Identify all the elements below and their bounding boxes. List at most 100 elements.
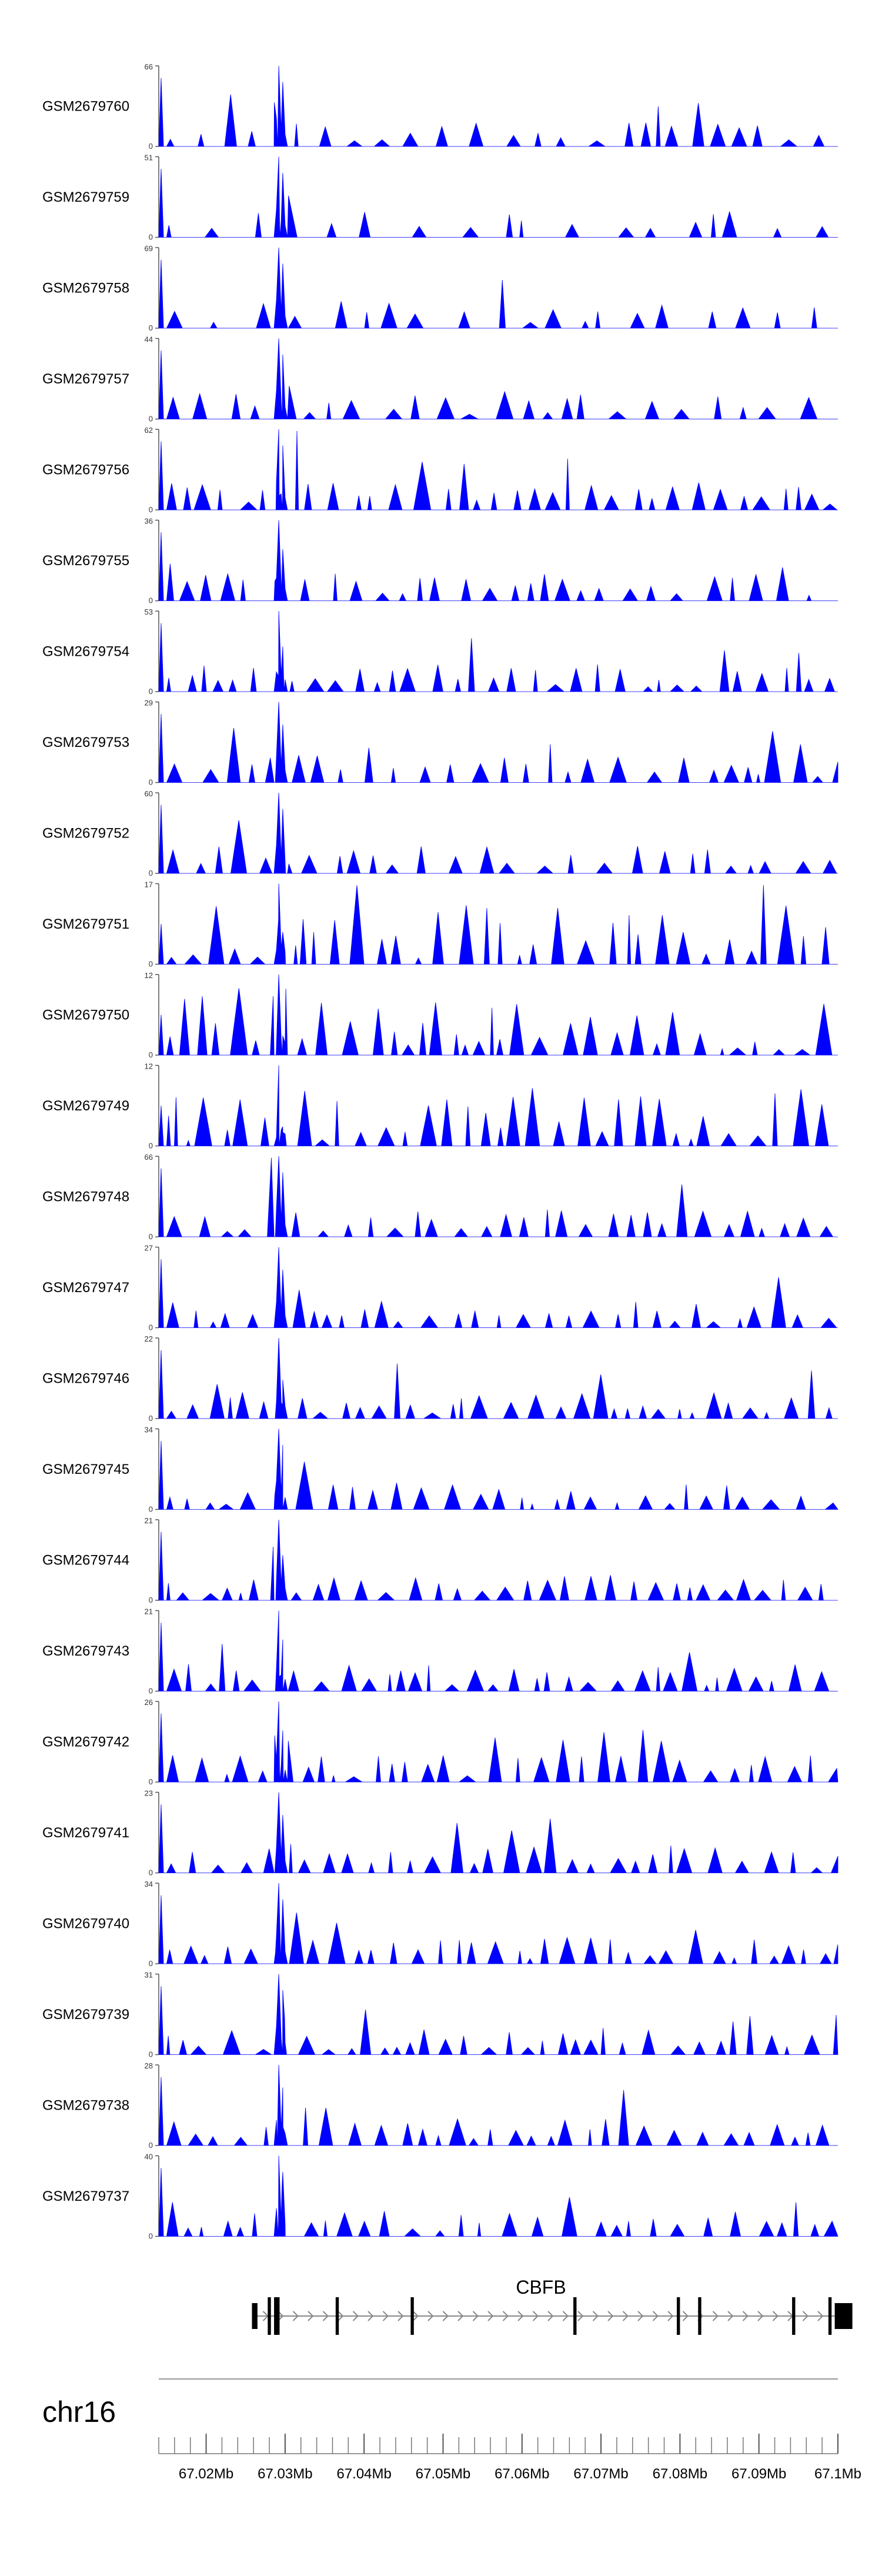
track-area	[158, 2155, 838, 2237]
track-GSM2679753: GSM2679753 29 0	[42, 699, 838, 787]
gene-strand-arrow	[532, 2311, 539, 2321]
gene-strand-arrow	[562, 2311, 569, 2321]
axis-tick-label: 67.06Mb	[495, 2466, 549, 2482]
track-GSM2679743: GSM2679743 21 0	[42, 1607, 838, 1696]
track-label: GSM2679760	[42, 99, 129, 115]
track-ymax-label: 66	[145, 62, 153, 71]
gene-strand-arrow	[292, 2311, 299, 2321]
track-GSM2679755: GSM2679755 36 0	[42, 517, 838, 605]
track-GSM2679760: GSM2679760 66 0	[42, 62, 838, 151]
track-ymin-label: 0	[149, 1505, 153, 1514]
track-ymin-label: 0	[149, 960, 153, 969]
track-ymax-label: 34	[145, 1426, 153, 1434]
track-GSM2679751: GSM2679751 17 0	[42, 880, 838, 969]
track-area	[158, 1701, 838, 1783]
track-ymin-label: 0	[149, 2050, 153, 2059]
track-ymin-label: 0	[149, 596, 153, 605]
gene-strand-arrow	[667, 2311, 674, 2321]
track-label: GSM2679757	[42, 371, 129, 387]
track-area	[158, 883, 838, 965]
track-GSM2679749: GSM2679749 12 0	[42, 1062, 838, 1150]
track-GSM2679752: GSM2679752 60 0	[42, 789, 838, 877]
gene-strand-arrow	[322, 2311, 329, 2321]
track-ymin-label: 0	[149, 1414, 153, 1423]
track-GSM2679738: GSM2679738 28 0	[42, 2061, 838, 2150]
gene-strand-arrow	[637, 2311, 644, 2321]
track-label: GSM2679744	[42, 1553, 129, 1569]
gene-strand-arrow	[338, 2311, 344, 2321]
gene-exon	[698, 2297, 701, 2335]
track-ymax-label: 51	[145, 154, 153, 162]
gene-exon	[274, 2297, 280, 2335]
track-label: GSM2679741	[42, 1825, 129, 1841]
track-area	[158, 65, 838, 147]
track-label: GSM2679756	[42, 462, 129, 478]
track-label: GSM2679755	[42, 553, 129, 569]
gene-model-track: CBFB	[252, 2277, 853, 2335]
track-ymin-label: 0	[149, 1142, 153, 1150]
track-area	[158, 792, 838, 874]
track-area	[158, 520, 838, 601]
gene-strand-arrow	[652, 2311, 659, 2321]
gene-strand-arrow	[368, 2311, 374, 2321]
track-area	[158, 429, 838, 510]
track-label: GSM2679738	[42, 2098, 129, 2114]
gene-exon	[335, 2297, 339, 2335]
chromosome-label: chr16	[42, 2395, 116, 2428]
track-ymax-label: 36	[145, 517, 153, 526]
track-ymin-label: 0	[149, 1687, 153, 1696]
track-area	[158, 1610, 838, 1691]
gene-strand-arrow	[682, 2311, 689, 2321]
track-ymin-label: 0	[149, 1050, 153, 1059]
gene-exon	[268, 2297, 271, 2335]
gene-strand-arrow	[412, 2311, 419, 2321]
track-area	[158, 1974, 838, 2055]
gene-exon	[573, 2297, 577, 2335]
track-ymax-label: 23	[145, 1789, 153, 1798]
track-label: GSM2679742	[42, 1734, 129, 1750]
track-label: GSM2679739	[42, 2007, 129, 2023]
gene-strand-arrow	[382, 2311, 389, 2321]
gene-exon	[834, 2303, 853, 2329]
track-area	[158, 1156, 838, 1237]
gene-exon	[677, 2297, 680, 2335]
gene-strand-arrow	[278, 2311, 284, 2321]
track-ymin-label: 0	[149, 1959, 153, 1968]
track-ymax-label: 53	[145, 608, 153, 616]
track-label: GSM2679747	[42, 1280, 129, 1296]
axis-tick-label: 67.09Mb	[731, 2466, 786, 2482]
gene-strand-arrow	[592, 2311, 599, 2321]
gene-strand-arrow	[802, 2311, 808, 2321]
track-ymin-label: 0	[149, 415, 153, 423]
track-label: GSM2679740	[42, 1916, 129, 1932]
track-GSM2679744: GSM2679744 21 0	[42, 1516, 838, 1604]
track-ymax-label: 12	[145, 971, 153, 980]
track-ymin-label: 0	[149, 687, 153, 696]
track-ymin-label: 0	[149, 1777, 153, 1786]
track-ymax-label: 62	[145, 426, 153, 435]
track-GSM2679748: GSM2679748 66 0	[42, 1153, 838, 1241]
track-ymin-label: 0	[149, 2232, 153, 2241]
gene-exon	[792, 2297, 796, 2335]
track-ymin-label: 0	[149, 2141, 153, 2150]
track-GSM2679737: GSM2679737 40 0	[42, 2153, 838, 2241]
track-ymax-label: 60	[145, 789, 153, 798]
track-area	[158, 1337, 838, 1419]
gene-label: CBFB	[516, 2277, 566, 2298]
track-label: GSM2679743	[42, 1643, 129, 1659]
track-GSM2679754: GSM2679754 53 0	[42, 608, 838, 696]
track-area	[158, 1429, 838, 1510]
gene-strand-arrow	[607, 2311, 614, 2321]
track-GSM2679759: GSM2679759 51 0	[42, 154, 838, 242]
gene-strand-arrow	[742, 2311, 749, 2321]
gene-strand-arrow	[757, 2311, 764, 2321]
gene-strand-arrow	[772, 2311, 779, 2321]
track-label: GSM2679754	[42, 644, 129, 660]
track-label: GSM2679737	[42, 2188, 129, 2204]
track-ymax-label: 40	[145, 2153, 153, 2161]
track-label: GSM2679753	[42, 735, 129, 750]
track-GSM2679756: GSM2679756 62 0	[42, 426, 838, 514]
track-ymin-label: 0	[149, 233, 153, 242]
axis-tick-label: 67.03Mb	[258, 2466, 312, 2482]
